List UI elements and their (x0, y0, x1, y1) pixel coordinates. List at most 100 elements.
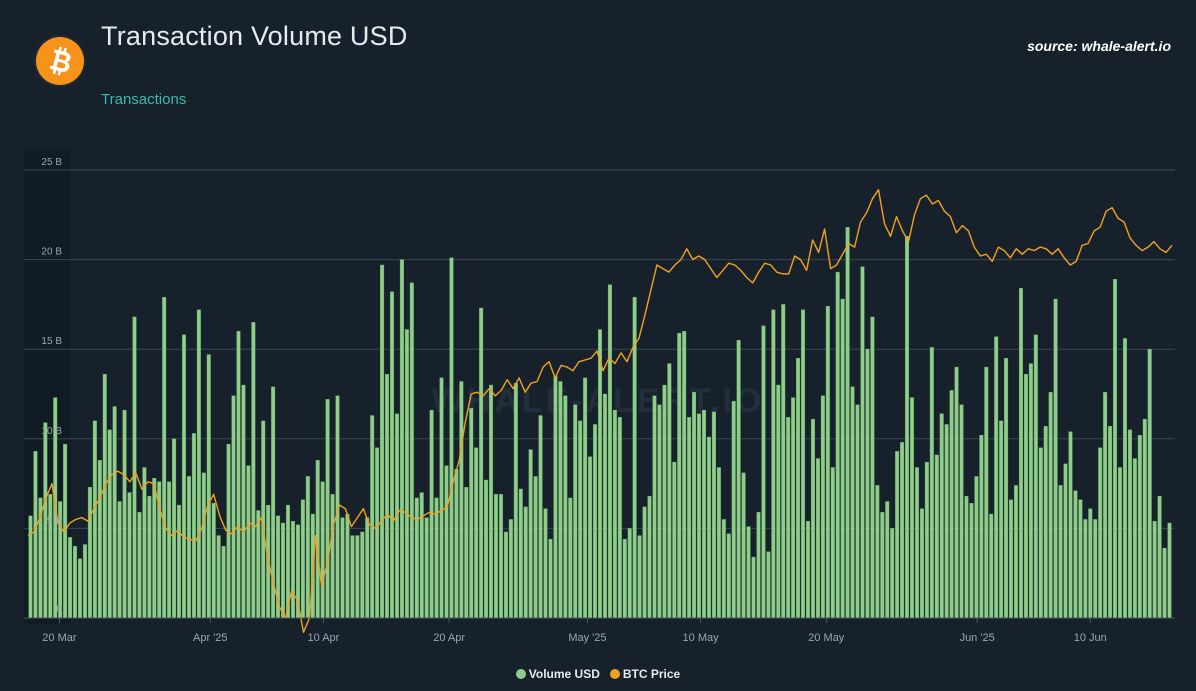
volume-bar[interactable] (385, 374, 390, 619)
btc-price-series[interactable] (27, 189, 1173, 633)
volume-bar[interactable] (612, 409, 617, 619)
volume-bar[interactable] (172, 438, 177, 619)
volume-bar[interactable] (964, 495, 969, 619)
volume-bar[interactable] (890, 528, 895, 619)
volume-bar[interactable] (1028, 363, 1033, 619)
volume-bar[interactable] (692, 392, 697, 619)
volume-bar[interactable] (533, 476, 538, 619)
volume-bar[interactable] (1048, 392, 1053, 619)
volume-bar[interactable] (662, 384, 667, 619)
volume-bar[interactable] (1043, 426, 1048, 619)
volume-bar[interactable] (1033, 334, 1038, 619)
volume-bar[interactable] (390, 291, 394, 619)
volume-bar[interactable] (167, 481, 172, 619)
volume-bar[interactable] (697, 413, 702, 619)
volume-bar[interactable] (241, 384, 246, 619)
volume-bar[interactable] (186, 476, 191, 619)
volume-bar[interactable] (751, 556, 756, 619)
volume-bar[interactable] (870, 316, 875, 619)
volume-bar[interactable] (523, 506, 528, 619)
legend-item-volume[interactable]: Volume USD (515, 667, 600, 681)
volume-bar[interactable] (330, 494, 335, 619)
volume-bar[interactable] (796, 357, 801, 619)
volume-bar[interactable] (498, 494, 503, 619)
volume-bar[interactable] (1068, 431, 1073, 619)
volume-bar[interactable] (508, 519, 513, 619)
volume-bar[interactable] (137, 512, 142, 619)
volume-bar[interactable] (474, 447, 479, 619)
volume-bar[interactable] (1004, 357, 1009, 619)
volume-bar[interactable] (424, 517, 429, 619)
volume-bar[interactable] (251, 322, 256, 619)
volume-bar[interactable] (637, 535, 642, 619)
volume-bar[interactable] (211, 503, 216, 619)
volume-bar[interactable] (815, 458, 820, 619)
volume-bar[interactable] (439, 377, 444, 619)
volume-bar[interactable] (731, 400, 736, 619)
volume-bar[interactable] (563, 395, 568, 619)
volume-bar[interactable] (840, 298, 845, 619)
volume-bar[interactable] (300, 499, 305, 619)
volume-bar[interactable] (652, 395, 657, 619)
volume-bar[interactable] (370, 415, 375, 619)
volume-bar[interactable] (73, 546, 78, 619)
volume-bar[interactable] (781, 304, 786, 619)
volume-bar[interactable] (706, 436, 711, 619)
volume-bar[interactable] (399, 259, 404, 619)
volume-bar[interactable] (1113, 279, 1118, 619)
volume-bar[interactable] (494, 494, 498, 619)
volume-bar[interactable] (246, 465, 251, 619)
volume-bar[interactable] (642, 506, 647, 619)
volume-bar[interactable] (954, 366, 959, 619)
volume-bar[interactable] (1122, 338, 1127, 619)
volume-bar[interactable] (588, 456, 593, 619)
volume-bar[interactable] (122, 409, 127, 619)
volume-bar[interactable] (761, 325, 766, 619)
volume-bar[interactable] (766, 551, 771, 619)
volume-bar[interactable] (221, 546, 226, 619)
volume-bar[interactable] (647, 495, 652, 619)
volume-bar[interactable] (82, 544, 87, 619)
volume-bar[interactable] (791, 397, 796, 619)
volume-bar[interactable] (806, 521, 810, 619)
volume-bar[interactable] (617, 417, 622, 619)
volume-bar[interactable] (801, 309, 806, 619)
volume-bar[interactable] (682, 331, 687, 619)
volume-bar[interactable] (919, 508, 924, 619)
volume-bar[interactable] (578, 420, 583, 619)
volume-bar[interactable] (583, 377, 588, 619)
volume-bar[interactable] (1137, 435, 1142, 619)
legend-item-btc-price[interactable]: BTC Price (609, 667, 680, 681)
volume-bar[interactable] (380, 264, 385, 619)
volume-bar[interactable] (1083, 519, 1088, 619)
volume-bar[interactable] (687, 417, 692, 619)
volume-bar[interactable] (548, 538, 553, 619)
volume-bar[interactable] (87, 486, 92, 619)
volume-bar[interactable] (1118, 467, 1122, 619)
volume-bar[interactable] (102, 374, 107, 619)
volume-bar[interactable] (568, 497, 573, 619)
volume-bar[interactable] (281, 522, 286, 619)
volume-bar[interactable] (256, 510, 261, 619)
volume-bar[interactable] (716, 467, 721, 619)
volume-bar[interactable] (880, 512, 885, 619)
volume-bar[interactable] (454, 469, 459, 619)
volume-bar[interactable] (711, 411, 716, 619)
volume-bar[interactable] (885, 501, 890, 619)
volume-bar[interactable] (667, 363, 672, 619)
volume-bar[interactable] (206, 354, 211, 619)
volume-bar[interactable] (147, 495, 152, 619)
volume-bar[interactable] (518, 488, 523, 619)
volume-bar[interactable] (1078, 499, 1083, 619)
volume-bar[interactable] (92, 420, 97, 619)
volume-bar[interactable] (434, 497, 439, 619)
volume-bar[interactable] (1093, 519, 1098, 619)
volume-bar[interactable] (607, 284, 612, 619)
volume-bar[interactable] (325, 399, 330, 619)
volume-bar[interactable] (756, 512, 761, 619)
volume-bar[interactable] (558, 381, 563, 619)
volume-bar[interactable] (196, 309, 201, 619)
volume-bar[interactable] (905, 236, 910, 619)
volume-bar[interactable] (622, 538, 627, 619)
volume-bar[interactable] (142, 467, 147, 619)
